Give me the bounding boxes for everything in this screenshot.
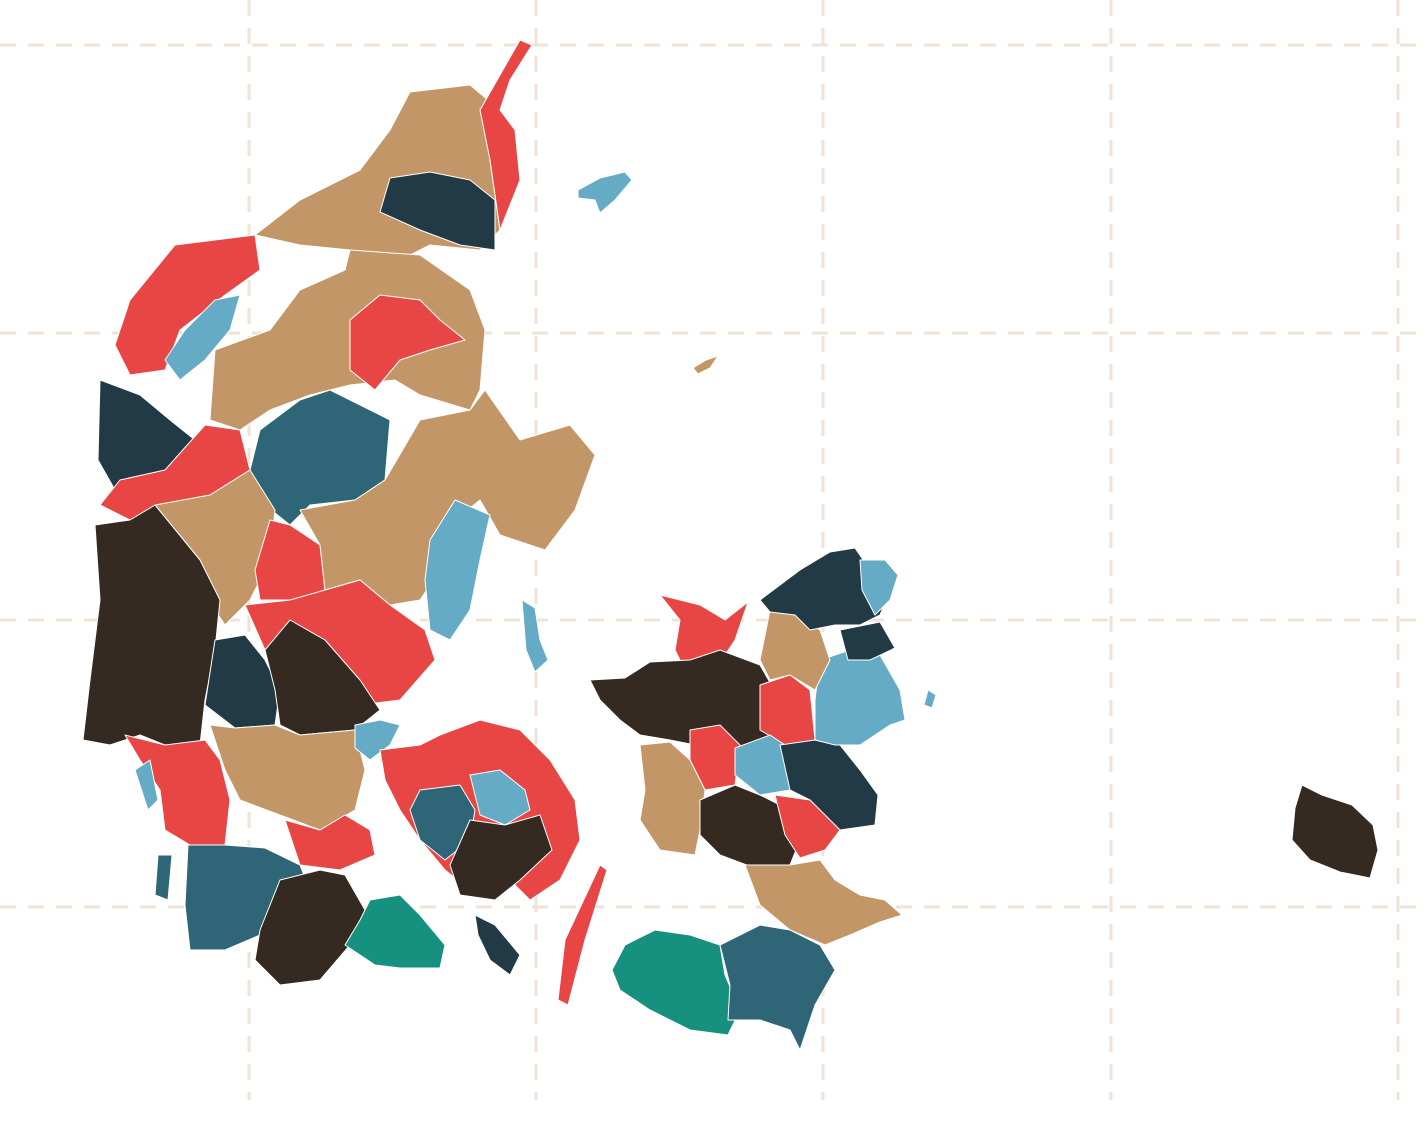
region-steel[interactable]: [249, 389, 391, 526]
region-red[interactable]: [774, 794, 841, 859]
region-tan[interactable]: [209, 249, 486, 431]
region-light-blue[interactable]: [164, 294, 241, 381]
region-tan[interactable]: [209, 724, 366, 831]
region-light-blue[interactable]: [424, 499, 491, 641]
region-dark-brown[interactable]: [699, 784, 801, 871]
region-red[interactable]: [124, 734, 231, 846]
region-red[interactable]: [479, 39, 533, 231]
region-light-blue[interactable]: [923, 689, 937, 709]
region-navy[interactable]: [474, 914, 521, 976]
region-navy[interactable]: [839, 621, 896, 661]
region-red[interactable]: [557, 864, 608, 1006]
region-dark-brown[interactable]: [1291, 784, 1379, 879]
region-steel[interactable]: [154, 854, 173, 901]
region-teal[interactable]: [344, 894, 446, 969]
region-light-blue[interactable]: [469, 769, 531, 826]
region-dark-brown[interactable]: [449, 814, 553, 901]
region-tan[interactable]: [692, 355, 719, 375]
region-navy[interactable]: [379, 171, 496, 251]
region-tan[interactable]: [639, 741, 706, 856]
region-steel[interactable]: [719, 924, 836, 1051]
region-navy[interactable]: [759, 547, 891, 631]
region-light-blue[interactable]: [134, 759, 159, 811]
regions: [82, 39, 1379, 1051]
region-dark-brown[interactable]: [264, 619, 381, 736]
region-light-blue[interactable]: [859, 559, 899, 616]
region-red[interactable]: [284, 814, 376, 871]
region-dark-brown[interactable]: [254, 869, 366, 986]
region-light-blue[interactable]: [354, 719, 401, 761]
region-light-blue[interactable]: [814, 649, 906, 746]
region-red[interactable]: [349, 294, 466, 391]
region-light-blue[interactable]: [521, 599, 549, 673]
region-light-blue[interactable]: [577, 171, 633, 214]
region-teal[interactable]: [611, 929, 741, 1036]
